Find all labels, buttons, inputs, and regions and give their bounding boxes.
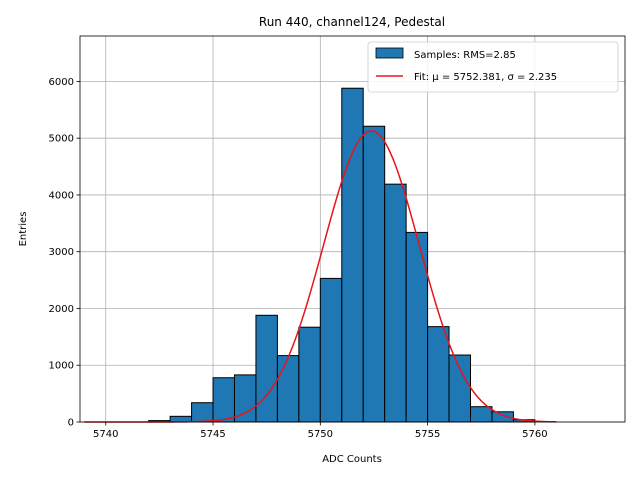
histogram-bar — [427, 326, 450, 423]
legend-label-samples: Samples: RMS=2.85 — [414, 50, 516, 61]
histogram-bar — [276, 355, 300, 423]
legend-swatch-samples — [375, 47, 404, 59]
x-tick-label: 5755 — [415, 429, 440, 440]
y-tick-label: 6000 — [49, 77, 74, 88]
histogram-bar — [212, 377, 235, 423]
histogram-bar — [233, 374, 257, 423]
histogram-bar — [255, 314, 278, 423]
histogram-bars — [148, 87, 536, 423]
histogram-bar — [319, 277, 343, 423]
y-tick-label: 0 — [68, 418, 74, 429]
x-axis-label: ADC Counts — [322, 454, 382, 465]
legend-label-fit: Fit: μ = 5752.381, σ = 2.235 — [414, 72, 557, 83]
y-axis-label: Entries — [18, 212, 29, 247]
histogram-bar — [384, 183, 407, 423]
histogram-bar — [298, 326, 321, 423]
y-tick-label: 5000 — [49, 134, 74, 145]
y-tick-label: 4000 — [49, 190, 74, 201]
x-tick-label: 5745 — [200, 429, 225, 440]
legend-box — [367, 41, 619, 93]
y-tick-label: 2000 — [49, 304, 74, 315]
chart-title: Run 440, channel124, Pedestal — [259, 15, 445, 29]
y-tick-label: 3000 — [49, 247, 74, 258]
legend: Samples: RMS=2.85 Fit: μ = 5752.381, σ =… — [367, 41, 619, 93]
x-tick-label: 5760 — [522, 429, 547, 440]
x-tick-label: 5750 — [308, 429, 333, 440]
y-tick-label: 1000 — [49, 361, 74, 372]
histogram-bar — [448, 354, 472, 423]
histogram-bar — [405, 231, 429, 423]
x-axis-ticks: 5740 5745 5750 5755 5760 — [93, 422, 548, 440]
histogram-bar — [470, 406, 493, 423]
y-axis-ticks: 0 1000 2000 3000 4000 5000 6000 — [49, 77, 80, 429]
x-tick-label: 5740 — [93, 429, 118, 440]
histogram-bar — [362, 125, 386, 423]
histogram-bar — [191, 402, 214, 423]
axes-frame — [79, 35, 626, 423]
